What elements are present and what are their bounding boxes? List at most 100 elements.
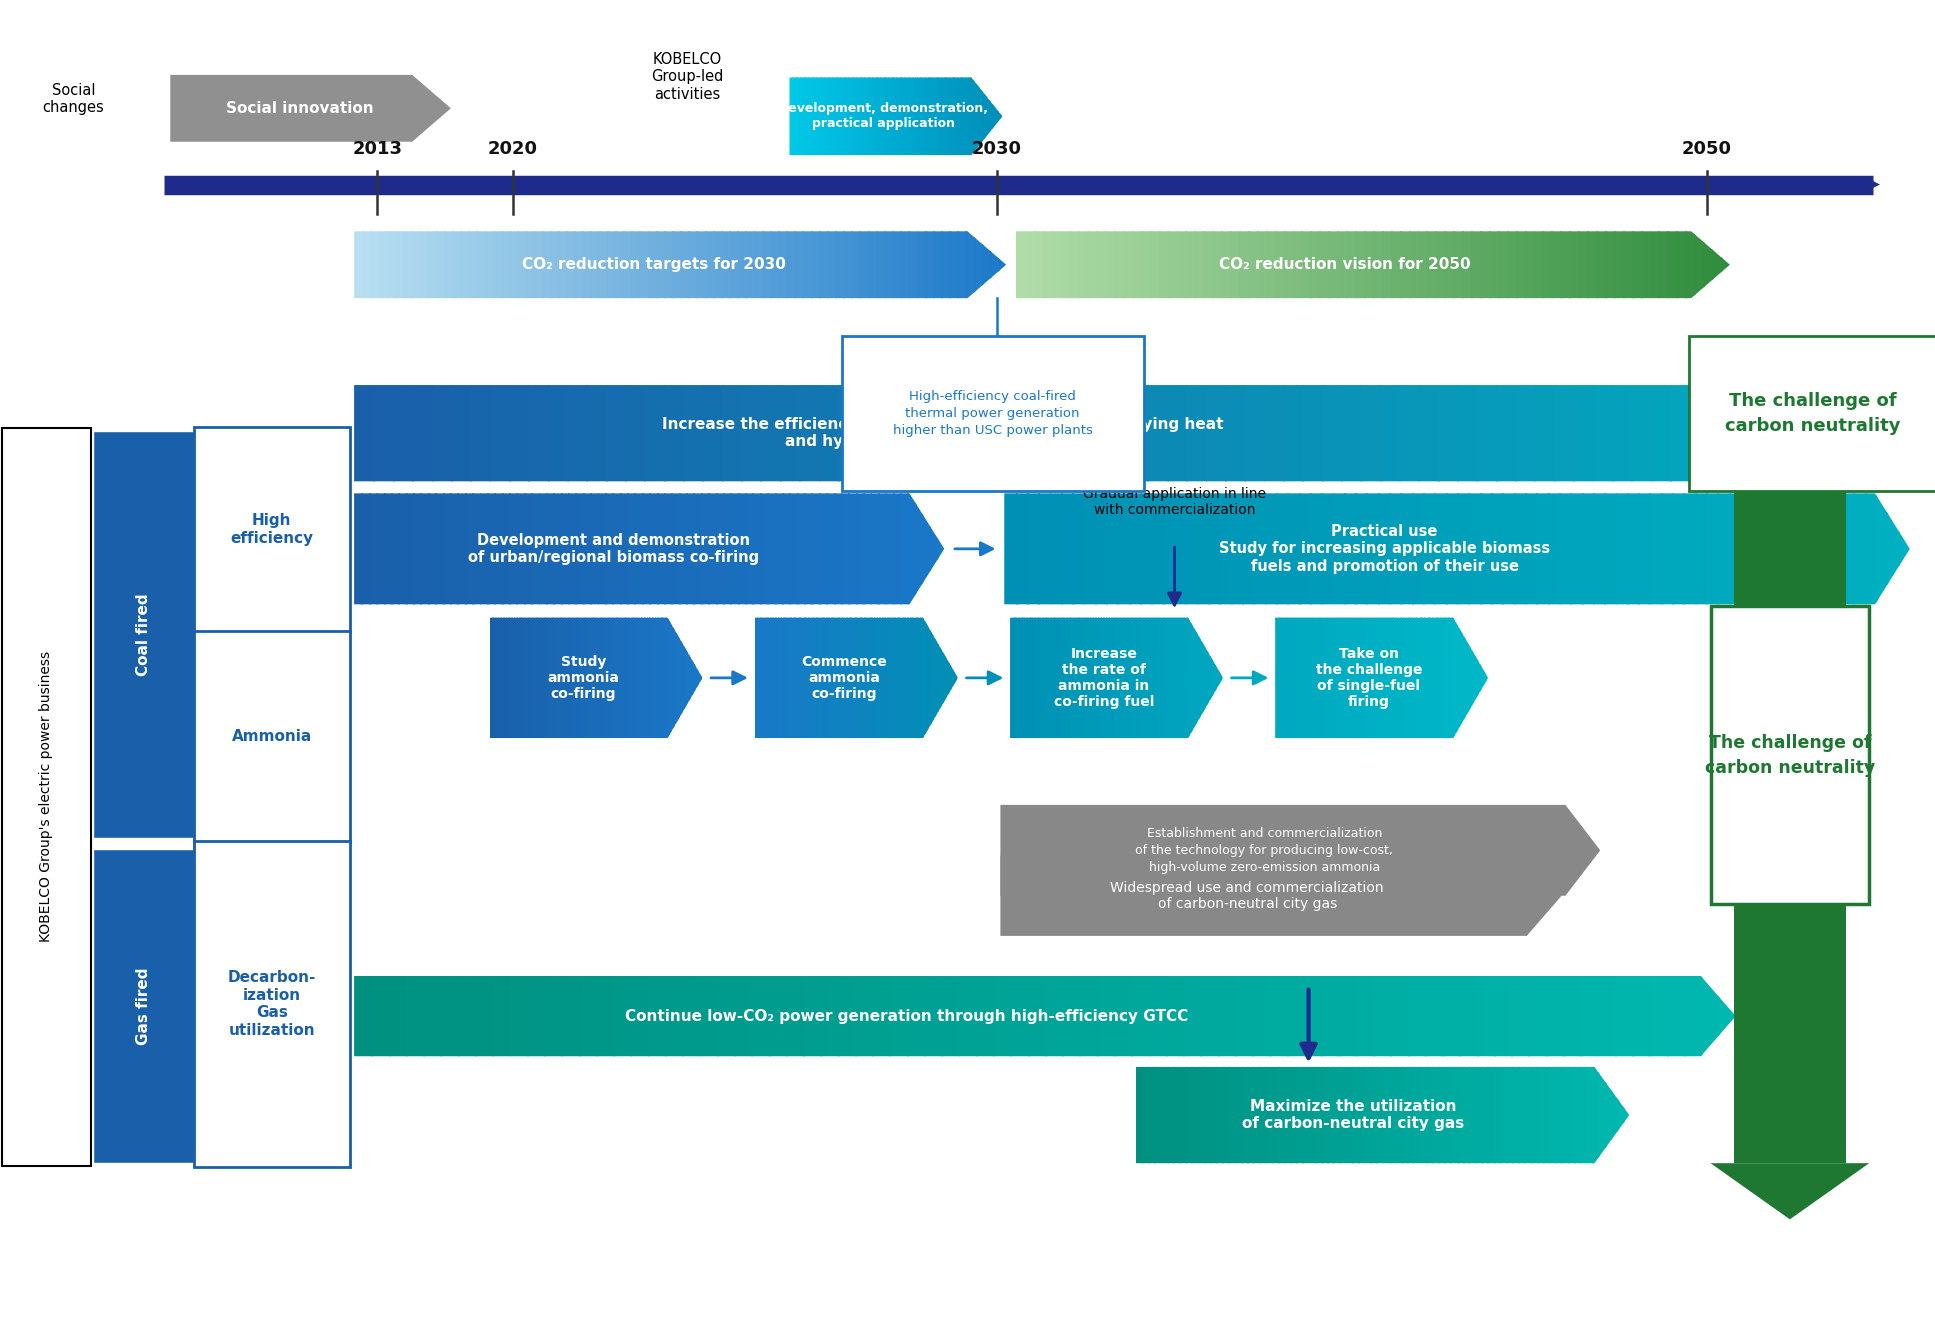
Bar: [1587, 230, 1598, 299]
Bar: [820, 975, 840, 1058]
Bar: [650, 616, 654, 739]
Bar: [1616, 492, 1629, 606]
Text: CO₂ reduction vision for 2050: CO₂ reduction vision for 2050: [1219, 257, 1471, 273]
Bar: [755, 616, 759, 739]
Bar: [1370, 616, 1376, 739]
Bar: [1854, 492, 1867, 606]
Bar: [805, 616, 811, 739]
Bar: [375, 492, 385, 606]
Text: KOBELCO
Group-led
activities: KOBELCO Group-led activities: [650, 52, 724, 102]
Bar: [760, 492, 768, 606]
Bar: [625, 616, 631, 739]
Bar: [590, 492, 600, 606]
Bar: [1302, 616, 1306, 739]
Text: 2050: 2050: [1682, 140, 1732, 158]
Bar: [753, 230, 764, 299]
Bar: [820, 76, 826, 156]
Bar: [1169, 616, 1175, 739]
Bar: [1401, 1066, 1409, 1165]
Bar: [1701, 975, 1720, 1058]
Bar: [1254, 1066, 1262, 1165]
Bar: [940, 975, 960, 1058]
Bar: [1027, 975, 1047, 1058]
Bar: [1089, 616, 1095, 739]
Bar: [1016, 616, 1020, 739]
Bar: [925, 76, 929, 156]
Bar: [1080, 975, 1099, 1058]
Text: Social
changes: Social changes: [43, 83, 104, 115]
Polygon shape: [1711, 365, 1869, 408]
Bar: [1167, 616, 1173, 739]
Bar: [1529, 975, 1548, 1058]
Bar: [1502, 492, 1515, 606]
FancyBboxPatch shape: [194, 427, 350, 632]
Bar: [1298, 492, 1312, 606]
Bar: [828, 616, 832, 739]
Bar: [973, 76, 977, 156]
Bar: [826, 76, 832, 156]
Bar: [1116, 616, 1120, 739]
Bar: [952, 76, 956, 156]
Bar: [1507, 230, 1517, 299]
Bar: [1453, 230, 1465, 299]
Bar: [937, 76, 940, 156]
Bar: [894, 616, 898, 739]
Bar: [1531, 1066, 1538, 1165]
Bar: [464, 492, 474, 606]
Bar: [1405, 616, 1411, 739]
Bar: [1109, 616, 1113, 739]
Bar: [1285, 1066, 1293, 1165]
Bar: [778, 616, 782, 739]
Bar: [838, 975, 857, 1058]
Bar: [1062, 975, 1082, 1058]
Bar: [898, 76, 904, 156]
Bar: [1401, 492, 1414, 606]
Bar: [1598, 975, 1618, 1058]
Bar: [1751, 492, 1765, 606]
Bar: [931, 76, 935, 156]
Bar: [623, 616, 627, 739]
Bar: [1426, 230, 1438, 299]
Bar: [1302, 230, 1312, 299]
Bar: [662, 616, 668, 739]
Bar: [681, 616, 685, 739]
Bar: [1364, 1066, 1372, 1165]
Bar: [1374, 230, 1384, 299]
Bar: [846, 76, 849, 156]
Bar: [1382, 230, 1393, 299]
Bar: [1883, 384, 1904, 483]
Bar: [548, 616, 553, 739]
Bar: [666, 975, 685, 1058]
Bar: [1327, 616, 1333, 739]
Bar: [524, 230, 536, 299]
Bar: [596, 616, 600, 739]
Bar: [875, 76, 878, 156]
Bar: [1364, 230, 1374, 299]
Bar: [803, 230, 813, 299]
Bar: [809, 616, 813, 739]
Bar: [878, 616, 884, 739]
Bar: [1043, 616, 1047, 739]
Bar: [561, 975, 580, 1058]
Bar: [379, 230, 389, 299]
Bar: [861, 616, 865, 739]
Bar: [793, 230, 805, 299]
Bar: [1258, 230, 1267, 299]
Bar: [1283, 616, 1289, 739]
Bar: [890, 616, 894, 739]
Bar: [886, 616, 892, 739]
Bar: [1283, 384, 1304, 483]
Bar: [1863, 384, 1885, 483]
Bar: [780, 384, 801, 483]
Bar: [544, 975, 563, 1058]
Bar: [911, 616, 917, 739]
Bar: [1275, 616, 1279, 739]
Bar: [1235, 975, 1254, 1058]
Text: Widespread use and commercialization
of carbon-neutral city gas: Widespread use and commercialization of …: [1111, 881, 1384, 910]
Bar: [586, 384, 608, 483]
Bar: [1194, 230, 1206, 299]
Bar: [817, 76, 820, 156]
Bar: [1457, 616, 1461, 739]
Bar: [1434, 492, 1447, 606]
Bar: [993, 384, 1014, 483]
